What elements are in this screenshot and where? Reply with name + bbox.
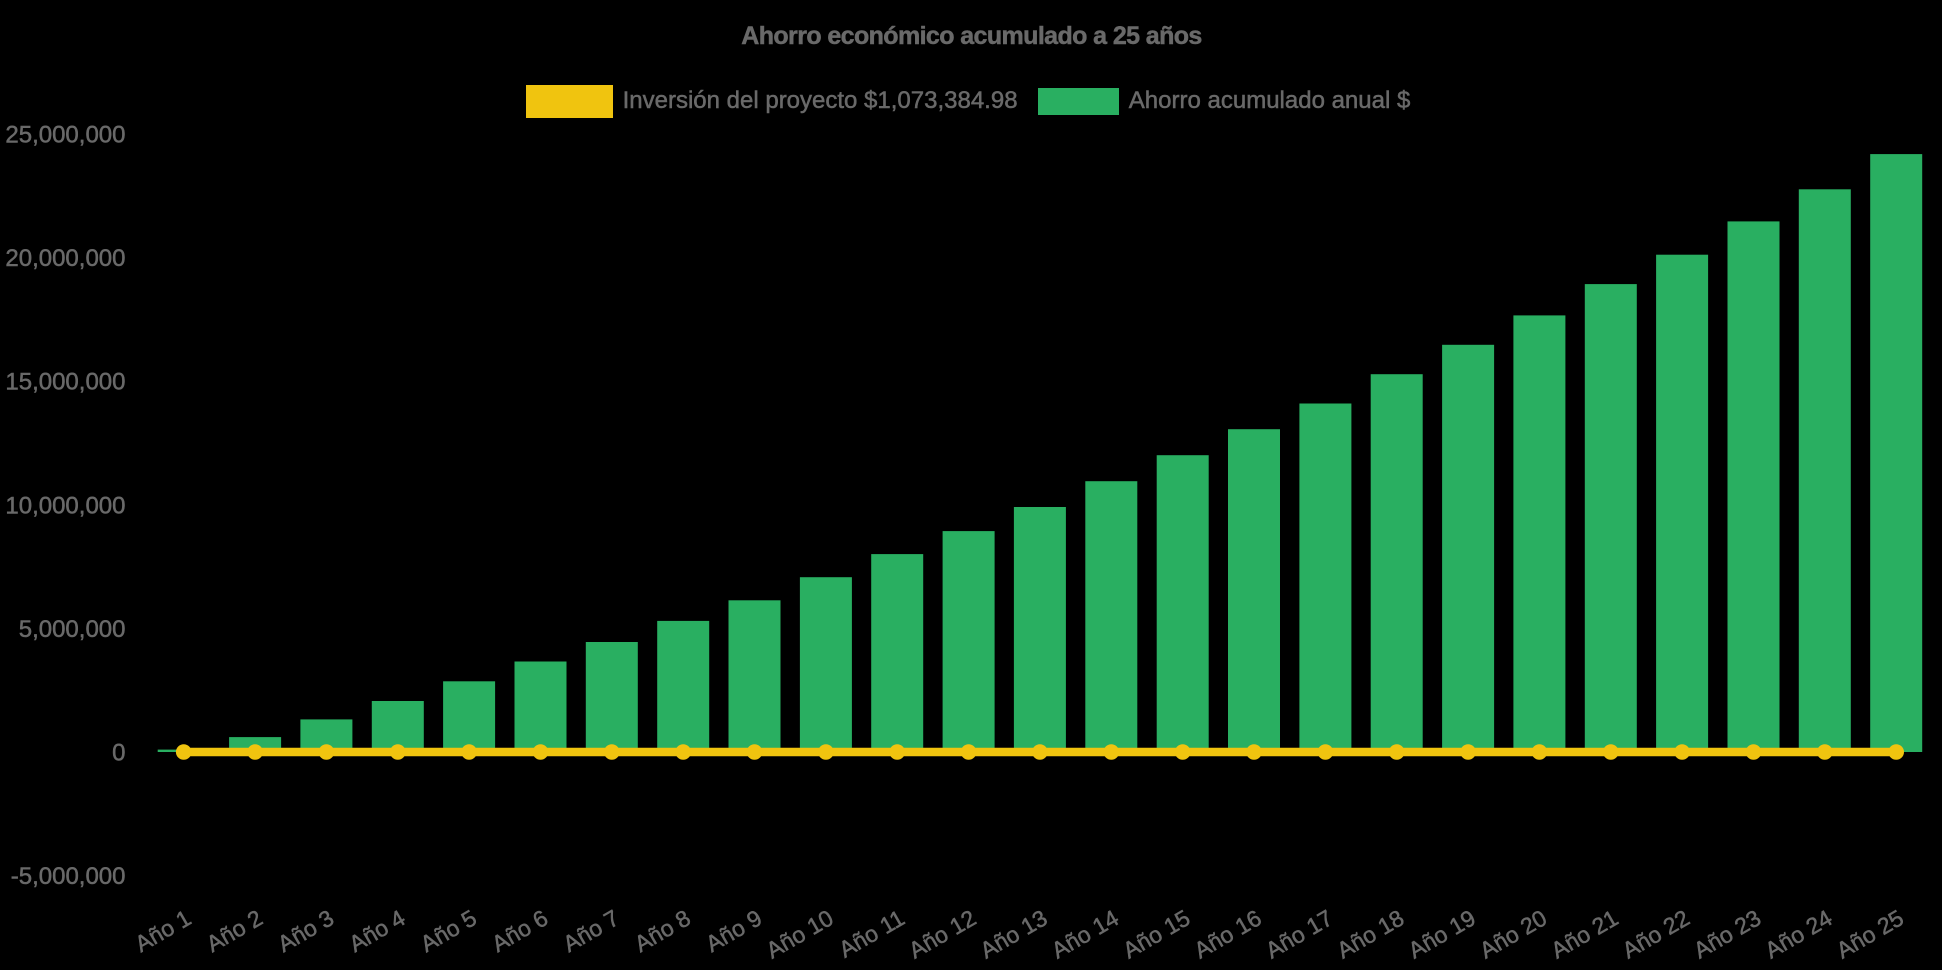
svg-text:25,000,000: 25,000,000 [5,122,125,149]
svg-text:15,000,000: 15,000,000 [5,369,125,396]
svg-text:Ahorro económico acumulado a 2: Ahorro económico acumulado a 25 años [741,22,1201,50]
svg-text:0: 0 [112,739,125,766]
svg-text:20,000,000: 20,000,000 [5,245,125,272]
svg-text:5,000,000: 5,000,000 [19,616,126,643]
svg-text:Ahorro acumulado anual $: Ahorro acumulado anual $ [1129,87,1411,114]
svg-text:-5,000,000: -5,000,000 [11,863,126,890]
svg-text:Inversión del proyecto $1,073,: Inversión del proyecto $1,073,384.98 [623,87,1018,114]
svg-text:10,000,000: 10,000,000 [5,492,125,519]
